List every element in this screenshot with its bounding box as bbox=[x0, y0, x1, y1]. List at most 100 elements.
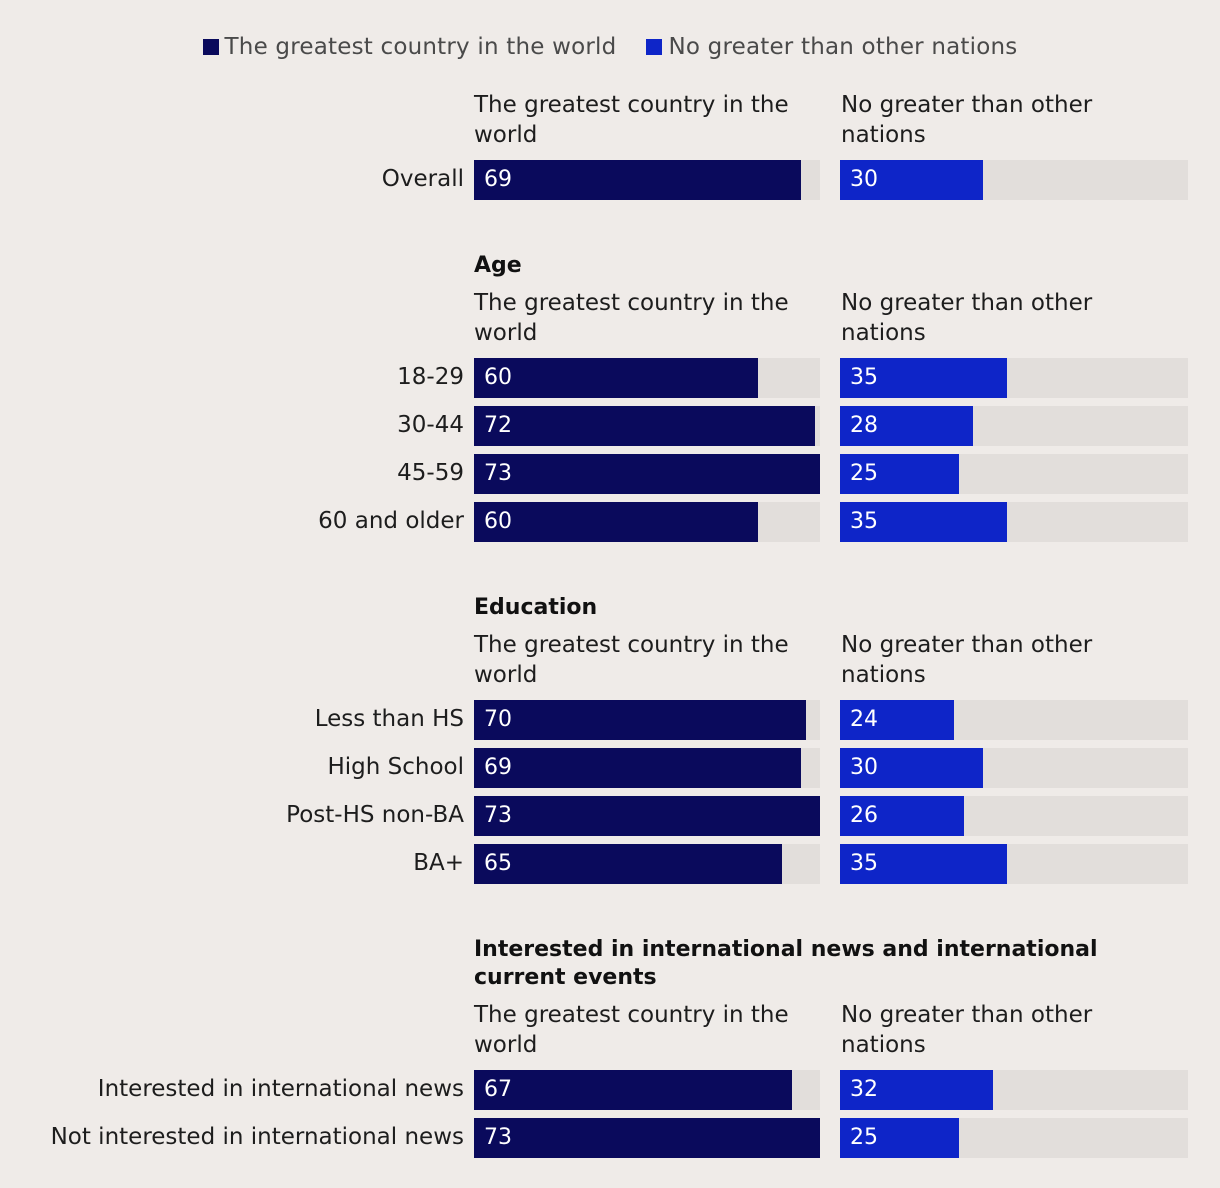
bar-row: BA+ 65 35 bbox=[0, 844, 1220, 884]
bar-track: 25 bbox=[840, 1118, 1188, 1158]
bar-row: Post-HS non-BA 73 26 bbox=[0, 796, 1220, 836]
row-label: 18-29 bbox=[397, 364, 464, 390]
bar-value-label: 30 bbox=[850, 755, 878, 780]
column-header-greatest: The greatest country in the world bbox=[474, 92, 789, 148]
bar-no-greater bbox=[840, 160, 983, 200]
bar-value-label: 25 bbox=[850, 461, 878, 486]
bar-no-greater bbox=[840, 796, 964, 836]
column-header-greatest: The greatest country in the world bbox=[474, 1002, 789, 1058]
bar-track: 69 bbox=[474, 160, 820, 200]
bar-track: 35 bbox=[840, 502, 1188, 542]
bar-no-greater bbox=[840, 748, 983, 788]
bar-value-label: 73 bbox=[484, 1125, 512, 1150]
row-label: 45-59 bbox=[397, 460, 464, 486]
bar-track: 28 bbox=[840, 406, 1188, 446]
bar-row: Interested in international news 67 32 bbox=[0, 1070, 1220, 1110]
bar-value-label: 60 bbox=[484, 509, 512, 534]
bar-value-label: 73 bbox=[484, 803, 512, 828]
bar-value-label: 32 bbox=[850, 1077, 878, 1102]
bar-row: Not interested in international news 73 25 bbox=[0, 1118, 1220, 1158]
column-header-no-greater: No greater than other nations bbox=[841, 290, 1093, 346]
row-label: 30-44 bbox=[397, 412, 464, 438]
bar-track: 73 bbox=[474, 796, 820, 836]
bar-greatest bbox=[474, 358, 759, 398]
bar-greatest bbox=[474, 700, 806, 740]
bar-no-greater bbox=[840, 844, 1007, 884]
bar-value-label: 28 bbox=[850, 413, 878, 438]
bar-value-label: 35 bbox=[850, 851, 878, 876]
column-header-no-greater: No greater than other nations bbox=[841, 1002, 1093, 1058]
bar-row: 30-44 72 28 bbox=[0, 406, 1220, 446]
bar-track: 67 bbox=[474, 1070, 820, 1110]
bar-greatest bbox=[474, 1070, 792, 1110]
bar-no-greater bbox=[840, 454, 960, 494]
section-title: Education bbox=[474, 595, 598, 620]
column-header-no-greater: No greater than other nations bbox=[841, 92, 1093, 148]
bar-row: 45-59 73 25 bbox=[0, 454, 1220, 494]
bar-no-greater bbox=[840, 1070, 993, 1110]
bar-no-greater bbox=[840, 358, 1007, 398]
bar-value-label: 69 bbox=[484, 755, 512, 780]
bar-value-label: 67 bbox=[484, 1077, 512, 1102]
bar-track: 69 bbox=[474, 748, 820, 788]
column-header-greatest: The greatest country in the world bbox=[474, 632, 789, 688]
bar-row: Overall 69 30 bbox=[0, 160, 1220, 200]
bar-track: 72 bbox=[474, 406, 820, 446]
row-label: High School bbox=[327, 754, 464, 780]
legend-item: No greater than other nations bbox=[646, 34, 1017, 60]
bar-track: 30 bbox=[840, 748, 1188, 788]
bar-track: 25 bbox=[840, 454, 1188, 494]
section-title: Interested in international news and int… bbox=[474, 937, 1098, 990]
bar-track: 35 bbox=[840, 844, 1188, 884]
bar-row: Less than HS 70 24 bbox=[0, 700, 1220, 740]
bar-greatest bbox=[474, 748, 802, 788]
bar-row: 18-29 60 35 bbox=[0, 358, 1220, 398]
bar-greatest bbox=[474, 454, 820, 494]
legend-item: The greatest country in the world bbox=[202, 34, 617, 60]
bar-row: 60 and older 60 35 bbox=[0, 502, 1220, 542]
bar-value-label: 73 bbox=[484, 461, 512, 486]
bar-no-greater bbox=[840, 406, 974, 446]
bar-track: 73 bbox=[474, 454, 820, 494]
row-label: Overall bbox=[381, 166, 464, 192]
bar-value-label: 26 bbox=[850, 803, 878, 828]
bar-greatest bbox=[474, 1118, 820, 1158]
bar-greatest bbox=[474, 502, 759, 542]
bar-value-label: 69 bbox=[484, 167, 512, 192]
bar-greatest bbox=[474, 796, 820, 836]
legend-label: No greater than other nations bbox=[668, 34, 1018, 60]
bar-row: High School 69 30 bbox=[0, 748, 1220, 788]
bar-greatest bbox=[474, 844, 783, 884]
legend-swatch bbox=[202, 39, 219, 55]
section-title: Age bbox=[474, 253, 522, 278]
legend: The greatest country in the world No grea… bbox=[0, 34, 1220, 60]
bar-track: 30 bbox=[840, 160, 1188, 200]
bar-value-label: 72 bbox=[484, 413, 512, 438]
row-label: Interested in international news bbox=[97, 1076, 464, 1102]
legend-swatch bbox=[646, 39, 663, 55]
bar-value-label: 65 bbox=[484, 851, 512, 876]
row-label: Less than HS bbox=[314, 706, 464, 732]
legend-label: The greatest country in the world bbox=[224, 34, 617, 60]
bar-track: 65 bbox=[474, 844, 820, 884]
bar-value-label: 35 bbox=[850, 509, 878, 534]
bar-no-greater bbox=[840, 1118, 960, 1158]
row-label: BA+ bbox=[413, 850, 464, 876]
bar-value-label: 24 bbox=[850, 707, 878, 732]
bar-track: 60 bbox=[474, 502, 820, 542]
column-header-greatest: The greatest country in the world bbox=[474, 290, 789, 346]
bar-track: 32 bbox=[840, 1070, 1188, 1110]
bar-value-label: 70 bbox=[484, 707, 512, 732]
bar-greatest bbox=[474, 406, 816, 446]
column-header-no-greater: No greater than other nations bbox=[841, 632, 1093, 688]
bar-no-greater bbox=[840, 700, 955, 740]
row-label: 60 and older bbox=[318, 508, 464, 534]
bar-track: 73 bbox=[474, 1118, 820, 1158]
bar-value-label: 30 bbox=[850, 167, 878, 192]
bar-value-label: 60 bbox=[484, 365, 512, 390]
bar-value-label: 35 bbox=[850, 365, 878, 390]
bar-track: 26 bbox=[840, 796, 1188, 836]
bar-track: 60 bbox=[474, 358, 820, 398]
row-label: Not interested in international news bbox=[50, 1124, 464, 1150]
